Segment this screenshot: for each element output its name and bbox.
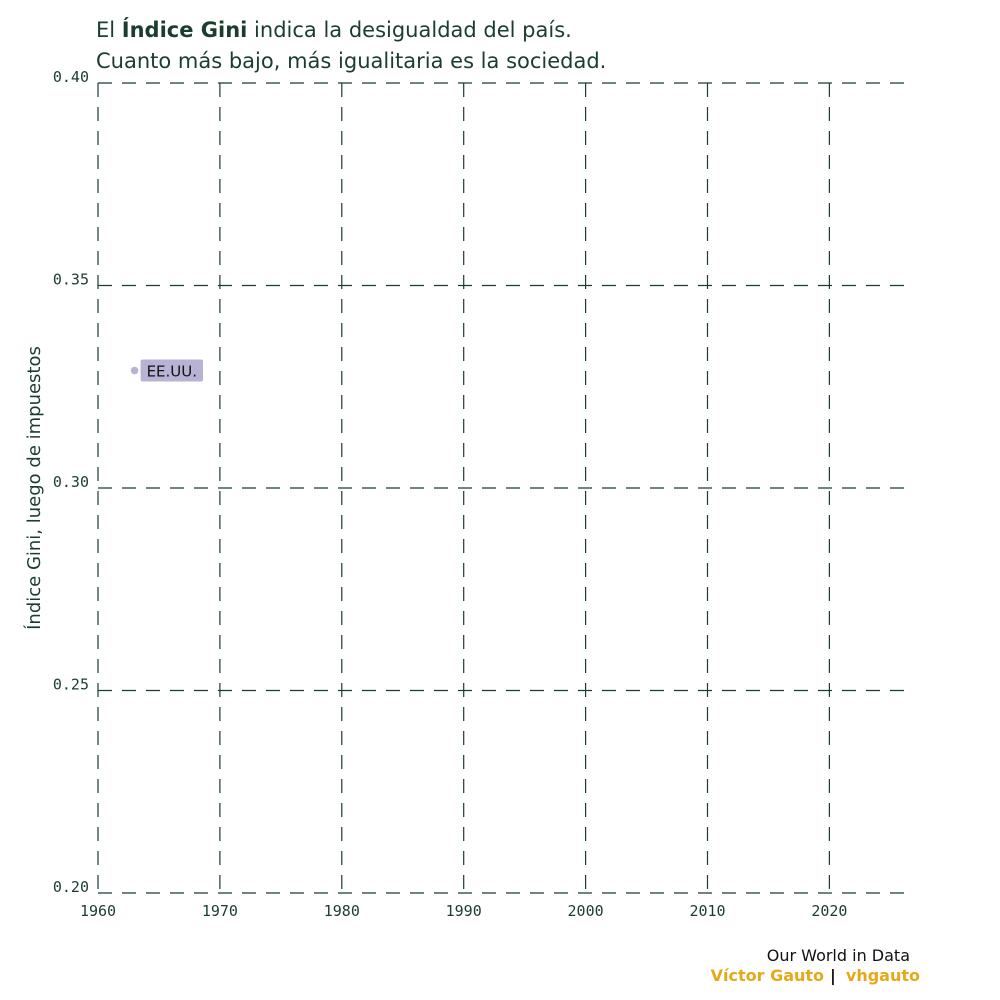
x-tick-label: 2000 [568,902,604,920]
x-tick-label: 1970 [202,902,238,920]
series-label-background [140,359,204,382]
axis-ticks: 1960 1970 1980 1990 2000 2010 2020 0.20 0.25 0.30… [53,68,848,920]
y-tick-label: 0.40 [53,68,89,86]
chart-title-line1: El Índice Gini indica la desigualdad del… [96,17,572,42]
x-tick-label: 1980 [324,902,360,920]
chart-title-line2: Cuanto más bajo, más igualitaria es la s… [96,49,606,73]
grid-lines [97,82,910,894]
credit-author-line: Víctor Gauto | vhgauto [711,966,920,986]
series-label: EE.UU. [147,363,197,381]
credit-handle: vhgauto [846,966,920,985]
credit-separator: | [830,966,836,986]
credit-author: Víctor Gauto [711,966,824,985]
y-tick-label: 0.20 [53,878,89,896]
x-tick-label: 2020 [811,902,847,920]
x-tick-label: 2010 [689,902,725,920]
y-tick-label: 0.25 [53,676,89,694]
y-axis-label: Índice Gini, luego de impuestos [23,346,45,630]
credit-source: Our World in Data [767,946,910,965]
x-tick-label: 1960 [80,902,116,920]
title-part2: indica la desigualdad del país. [247,18,571,42]
y-tick-label: 0.30 [53,473,89,491]
y-tick-label: 0.35 [53,271,89,289]
data-marks: EE.UU. [130,359,204,382]
title-part1: El [96,18,122,42]
data-point [130,366,139,375]
title-bold-term: Índice Gini [122,17,248,42]
x-tick-label: 1990 [446,902,482,920]
